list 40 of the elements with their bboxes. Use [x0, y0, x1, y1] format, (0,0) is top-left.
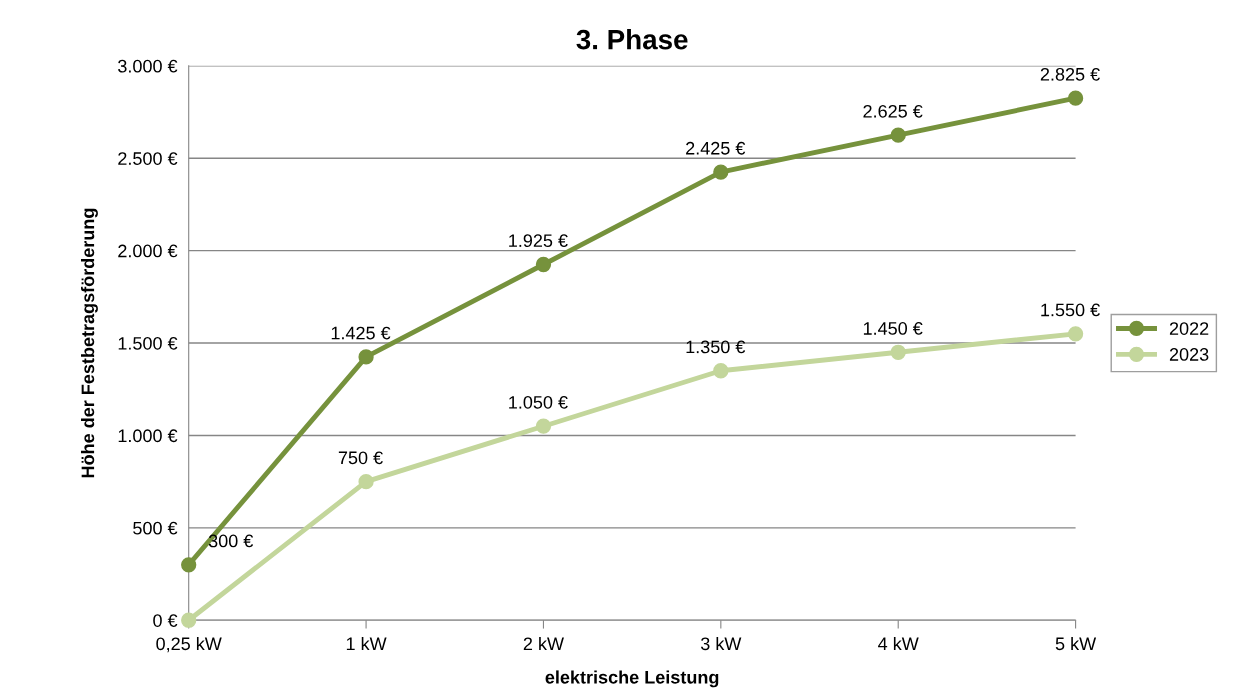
- point: [713, 363, 729, 379]
- point: [713, 164, 729, 180]
- x-tick-label: 0,25 kW: [156, 636, 222, 653]
- y-tick-label: 1.000 €: [118, 429, 178, 443]
- y-tick-label: 2.000 €: [118, 244, 178, 258]
- data-label: 750 €: [338, 451, 383, 465]
- legend-label: 2023: [1169, 348, 1209, 361]
- data-label: 1.425 €: [331, 326, 391, 340]
- data-label: 1.550 €: [1041, 303, 1100, 317]
- data-label: 2.425 €: [686, 141, 746, 155]
- y-tick-label: 1.500 €: [118, 336, 178, 350]
- legend-label: 2022: [1169, 322, 1209, 335]
- point: [535, 256, 552, 273]
- chart-title: 3. Phase: [576, 29, 688, 50]
- point: [890, 127, 906, 143]
- y-tick-label: 500 €: [133, 521, 178, 535]
- y-tick-label: 3.000 €: [118, 59, 178, 73]
- point: [1067, 326, 1084, 342]
- point: [890, 344, 906, 360]
- data-label: 1.050 €: [509, 395, 568, 409]
- data-label: 300 €: [208, 534, 254, 548]
- data-label: 1.350 €: [686, 340, 746, 354]
- y-axis-title: Höhe der Festbetragsförderung: [81, 208, 98, 478]
- x-axis-title: elektrische Leistung: [545, 670, 719, 688]
- x-tick-label: 3 kW: [700, 636, 742, 651]
- x-tick-label: 4 kW: [878, 636, 919, 650]
- point: [535, 418, 552, 434]
- x-tick-label: 2 kW: [523, 636, 564, 650]
- point: [1067, 90, 1084, 106]
- point: [181, 557, 197, 573]
- x-tick-label: 5 kW: [1055, 636, 1097, 651]
- data-label: 1.925 €: [509, 234, 568, 248]
- y-tick-label: 0 €: [153, 614, 178, 627]
- data-label: 2.625 €: [863, 104, 923, 118]
- point: [358, 349, 374, 365]
- data-label: 2.825 €: [1040, 67, 1100, 81]
- y-tick-label: 2.500 €: [118, 152, 178, 165]
- x-tick-label: 1 kW: [346, 636, 387, 650]
- data-label: 1.450 €: [863, 322, 923, 335]
- point: [358, 473, 374, 490]
